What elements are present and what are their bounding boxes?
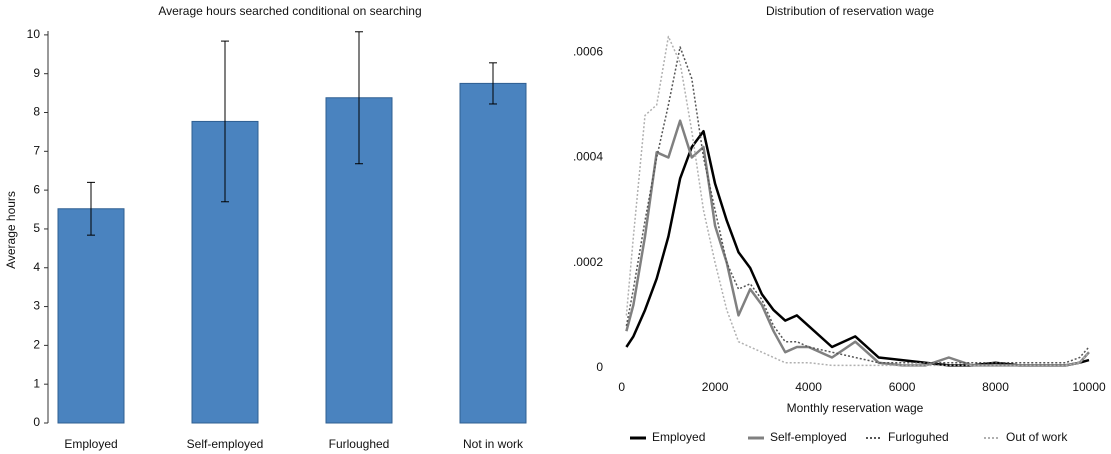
series-line <box>625 119 1090 367</box>
x-tick-label: Furloughed <box>329 437 390 451</box>
chart-title: Average hours searched conditional on se… <box>158 4 421 18</box>
legend-label: Out of work <box>1006 430 1068 444</box>
series-line <box>625 46 1090 364</box>
x-tick-label: 8000 <box>982 380 1009 394</box>
y-axis-label: Average hours <box>4 191 18 269</box>
legend-label: Furloguhed <box>888 430 949 444</box>
x-tick-label: Self-employed <box>187 437 264 451</box>
x-tick-label: 4000 <box>795 380 822 394</box>
y-tick-label: 6 <box>33 182 40 196</box>
series-line <box>625 35 1090 367</box>
x-tick-label: 0 <box>618 380 625 394</box>
y-tick-label: .0002 <box>573 255 603 269</box>
legend-label: Self-employed <box>770 430 847 444</box>
y-tick-label: 3 <box>33 299 40 313</box>
y-tick-label: 7 <box>33 143 40 157</box>
y-tick-label: 5 <box>33 221 40 235</box>
x-tick-label: 10000 <box>1072 380 1106 394</box>
x-tick-label: Not in work <box>463 437 524 451</box>
legend-label: Employed <box>652 430 705 444</box>
series-line <box>625 129 1090 367</box>
y-tick-label: 0 <box>596 360 603 374</box>
y-tick-label: 8 <box>33 105 40 119</box>
y-tick-label: .0006 <box>573 44 603 58</box>
x-tick-label: 6000 <box>889 380 916 394</box>
y-tick-label: 2 <box>33 338 40 352</box>
y-tick-label: 10 <box>27 27 41 41</box>
bar <box>57 208 125 424</box>
y-tick-label: 1 <box>33 376 40 390</box>
y-tick-label: 4 <box>33 260 40 274</box>
y-tick-label: .0004 <box>573 150 603 164</box>
x-tick-label: 2000 <box>702 380 729 394</box>
x-axis-label: Monthly reservation wage <box>787 401 924 415</box>
y-tick-label: 0 <box>33 415 40 429</box>
y-tick-label: 9 <box>33 66 40 80</box>
bar <box>459 82 527 424</box>
chart-title: Distribution of reservation wage <box>766 4 934 18</box>
x-tick-label: Employed <box>64 437 117 451</box>
